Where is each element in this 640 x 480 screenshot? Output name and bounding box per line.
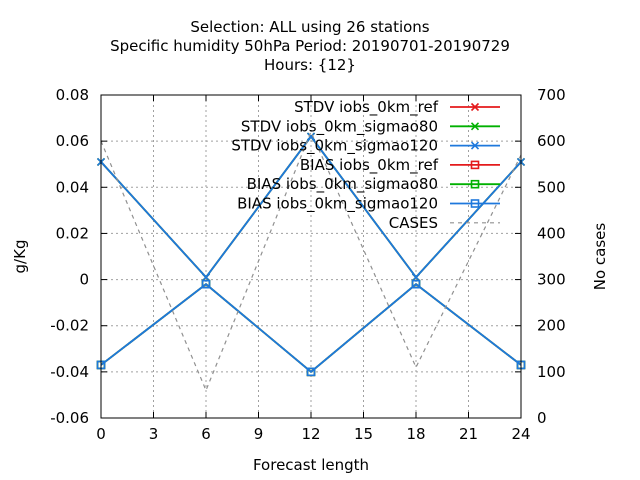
legend-marker: [470, 122, 480, 131]
series-line: [100, 283, 522, 374]
title-line: Hours: {12}: [264, 56, 356, 74]
legend-label: STDV iobs_0km_ref: [294, 98, 439, 117]
y-tick-label: 0: [79, 271, 89, 289]
y-tick-label: 0.06: [56, 132, 89, 150]
series-line: [100, 283, 522, 374]
legend-label: STDV iobs_0km_sigmao120: [231, 137, 438, 156]
y2-tick-label: 400: [537, 224, 566, 242]
y2-tick-label: 600: [537, 132, 566, 150]
y-tick-label: -0.02: [50, 317, 89, 335]
y2-axis-label: No cases: [591, 223, 609, 291]
legend-marker: [470, 160, 480, 170]
title-line: Specific humidity 50hPa Period: 20190701…: [110, 37, 510, 55]
legend-label: BIAS iobs_0km_ref: [300, 156, 439, 175]
axis-ticks: 0 3 6 9 12 15 18 21 24 -0.06 -0.04 -0.02 0 0.02 0.04 0.…: [50, 86, 565, 443]
y-tick-label: 0.02: [56, 224, 89, 242]
data-point: [411, 273, 421, 282]
x-tick-label: 0: [96, 425, 106, 443]
y-axis-label: g/Kg: [11, 240, 29, 274]
y2-tick-label: 700: [537, 86, 566, 104]
x-tick-label: 18: [406, 425, 425, 443]
x-tick-label: 15: [354, 425, 373, 443]
legend-marker: [470, 199, 480, 208]
data-point: [201, 279, 211, 289]
y2-tick-label: 200: [537, 317, 566, 335]
y2-tick-label: 100: [537, 363, 566, 381]
title-line: Selection: ALL using 26 stations: [190, 18, 429, 36]
x-tick-label: 6: [201, 425, 211, 443]
x-tick-label: 21: [459, 425, 478, 443]
grid: [101, 95, 521, 418]
x-tick-label: 9: [254, 425, 264, 443]
series-group: [96, 130, 526, 392]
legend-label: BIAS iobs_0km_sigmao120: [237, 195, 438, 214]
x-tick-label: 24: [511, 425, 530, 443]
legend-marker: [470, 141, 480, 150]
legend-label: CASES: [389, 214, 438, 232]
data-point: [411, 279, 421, 289]
y2-tick-label: 300: [537, 271, 566, 289]
x-tick-label: 12: [301, 425, 320, 443]
x-tick-label: 3: [149, 425, 159, 443]
y2-tick-label: 500: [537, 178, 566, 196]
y-tick-label: 0.08: [56, 86, 89, 104]
legend-marker: [470, 179, 480, 189]
data-point: [306, 132, 316, 141]
legend-label: STDV iobs_0km_sigmao80: [241, 117, 438, 136]
legend-marker: [470, 102, 480, 112]
x-axis-label: Forecast length: [253, 456, 369, 474]
chart-title: Selection: ALL using 26 stationsSpecific…: [110, 18, 510, 74]
legend-label: BIAS iobs_0km_sigmao80: [247, 175, 438, 194]
y-tick-label: -0.04: [50, 363, 89, 381]
data-point: [306, 367, 316, 377]
series-line: [100, 283, 522, 374]
y-tick-label: 0.04: [56, 178, 89, 196]
y-tick-label: -0.06: [50, 409, 89, 427]
data-point: [201, 273, 211, 282]
y2-tick-label: 0: [537, 409, 547, 427]
